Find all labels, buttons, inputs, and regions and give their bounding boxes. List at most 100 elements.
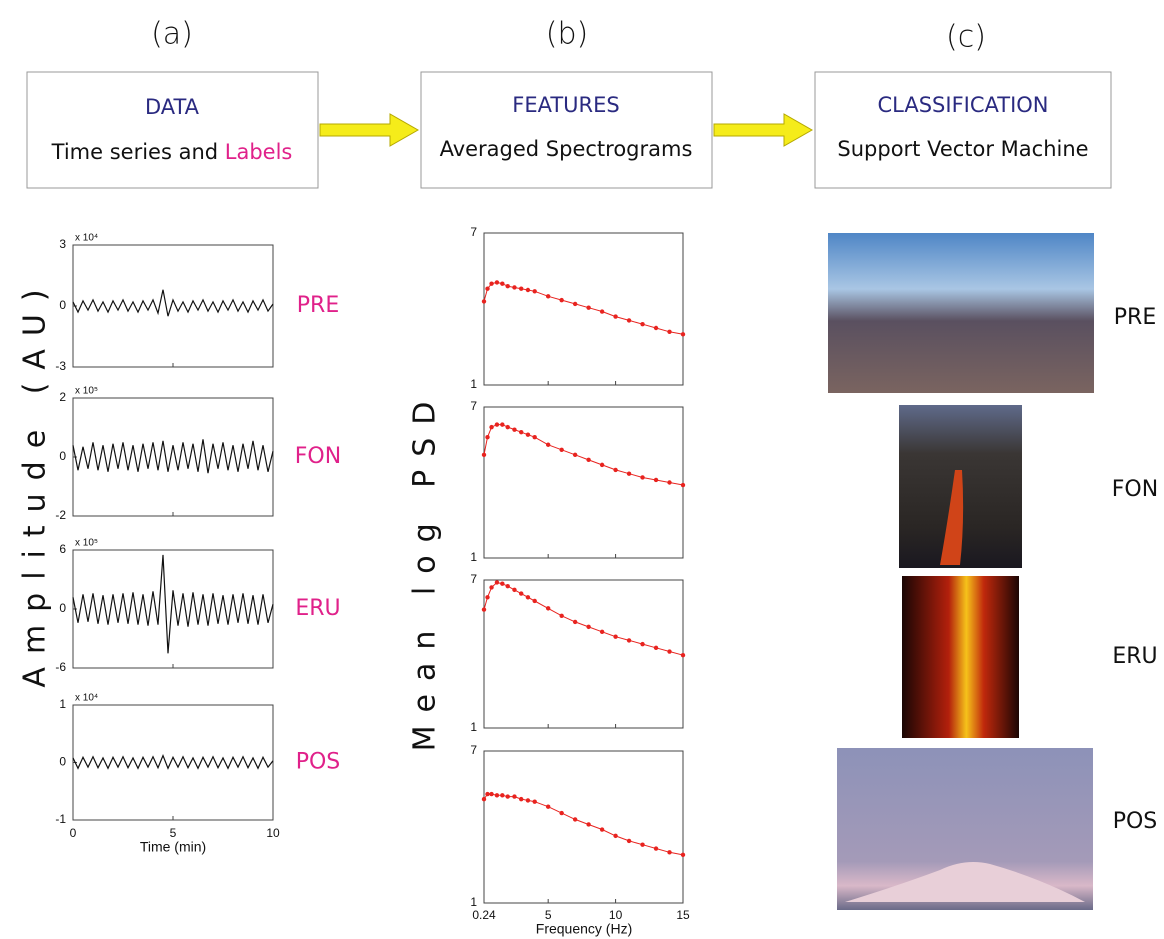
y-tick-label: 0 bbox=[59, 449, 66, 463]
data-point bbox=[532, 799, 536, 803]
data-point bbox=[627, 471, 631, 475]
series-label: PRE bbox=[297, 293, 339, 318]
y-tick-label: -6 bbox=[55, 660, 66, 674]
x-axis-label: Frequency (Hz) bbox=[536, 921, 632, 937]
data-point bbox=[500, 793, 504, 797]
panel-label: (b) bbox=[546, 17, 588, 52]
data-point bbox=[559, 298, 563, 302]
box-title: CLASSIFICATION bbox=[878, 93, 1049, 117]
data-point bbox=[485, 792, 489, 796]
data-point bbox=[559, 614, 563, 618]
y-tick-label: -1 bbox=[55, 812, 66, 826]
box bbox=[27, 72, 318, 188]
scale-label: x 10⁴ bbox=[75, 693, 98, 704]
data-point bbox=[519, 591, 523, 595]
plot-frame bbox=[73, 398, 273, 516]
data-point bbox=[667, 850, 671, 854]
x-tick-label: 5 bbox=[170, 826, 177, 840]
data-point bbox=[681, 653, 685, 657]
data-point bbox=[654, 646, 658, 650]
data-point bbox=[627, 318, 631, 322]
series-line bbox=[73, 290, 273, 317]
data-point bbox=[489, 281, 493, 285]
plot-frame bbox=[73, 705, 273, 820]
data-point bbox=[613, 468, 617, 472]
plot-frame bbox=[484, 580, 683, 728]
box bbox=[421, 72, 712, 188]
data-point bbox=[681, 853, 685, 857]
photo bbox=[828, 233, 1094, 393]
data-point bbox=[573, 620, 577, 624]
data-point bbox=[654, 478, 658, 482]
data-point bbox=[667, 649, 671, 653]
data-point bbox=[546, 294, 550, 298]
y-tick-label: 1 bbox=[470, 377, 477, 391]
data-point bbox=[613, 635, 617, 639]
data-point bbox=[600, 827, 604, 831]
plot-frame bbox=[484, 233, 683, 385]
data-point bbox=[559, 811, 563, 815]
plot-frame bbox=[73, 550, 273, 668]
y-tick-label: -3 bbox=[55, 359, 66, 373]
data-point bbox=[512, 285, 516, 289]
x-tick-label: 10 bbox=[609, 908, 623, 922]
data-point bbox=[627, 839, 631, 843]
data-point bbox=[506, 284, 510, 288]
y-tick-label: 0 bbox=[59, 755, 66, 769]
x-tick-label: 0 bbox=[70, 826, 77, 840]
y-tick-label: 0 bbox=[59, 298, 66, 312]
data-point bbox=[489, 425, 493, 429]
data-point bbox=[506, 425, 510, 429]
data-point bbox=[546, 606, 550, 610]
y-tick-label: 1 bbox=[59, 697, 66, 711]
data-point bbox=[546, 805, 550, 809]
data-point bbox=[667, 330, 671, 334]
box-subtitle: Time series and Labels bbox=[51, 140, 293, 164]
y-tick-label: 3 bbox=[59, 237, 66, 251]
data-point bbox=[640, 642, 644, 646]
data-point bbox=[613, 834, 617, 838]
x-tick-label: 5 bbox=[545, 908, 552, 922]
data-point bbox=[519, 430, 523, 434]
box-title: DATA bbox=[145, 95, 200, 119]
data-point bbox=[506, 584, 510, 588]
data-point bbox=[532, 289, 536, 293]
data-point bbox=[485, 435, 489, 439]
data-point bbox=[526, 798, 530, 802]
data-point bbox=[512, 794, 516, 798]
data-point bbox=[519, 797, 523, 801]
subtitle-text: Time series and bbox=[51, 140, 225, 164]
class-label: PRE bbox=[1114, 305, 1156, 330]
series-line bbox=[484, 282, 683, 334]
data-point bbox=[482, 299, 486, 303]
data-point bbox=[495, 793, 499, 797]
y-tick-label: 7 bbox=[470, 572, 477, 586]
data-point bbox=[526, 288, 530, 292]
data-point bbox=[482, 797, 486, 801]
series-label: ERU bbox=[295, 596, 340, 621]
data-point bbox=[640, 843, 644, 847]
data-point bbox=[586, 306, 590, 310]
data-point bbox=[485, 287, 489, 291]
data-point bbox=[654, 846, 658, 850]
scale-label: x 10⁵ bbox=[75, 538, 98, 549]
data-point bbox=[482, 607, 486, 611]
y-tick-label: 1 bbox=[470, 720, 477, 734]
data-point bbox=[495, 580, 499, 584]
scale-label: x 10⁴ bbox=[75, 233, 98, 244]
data-point bbox=[495, 280, 499, 284]
data-point bbox=[600, 309, 604, 313]
data-point bbox=[485, 595, 489, 599]
data-point bbox=[526, 432, 530, 436]
figure: (a) (b) (c) DATA Time series and Labels … bbox=[0, 0, 1164, 939]
subtitle-highlight: Labels bbox=[225, 140, 293, 164]
photo bbox=[902, 576, 1019, 738]
data-point bbox=[489, 585, 493, 589]
data-point bbox=[559, 448, 563, 452]
y-tick-label: 1 bbox=[470, 550, 477, 564]
data-point bbox=[546, 443, 550, 447]
data-point bbox=[640, 475, 644, 479]
arrow bbox=[320, 114, 418, 146]
data-point bbox=[667, 480, 671, 484]
class-label: POS bbox=[1113, 809, 1158, 834]
